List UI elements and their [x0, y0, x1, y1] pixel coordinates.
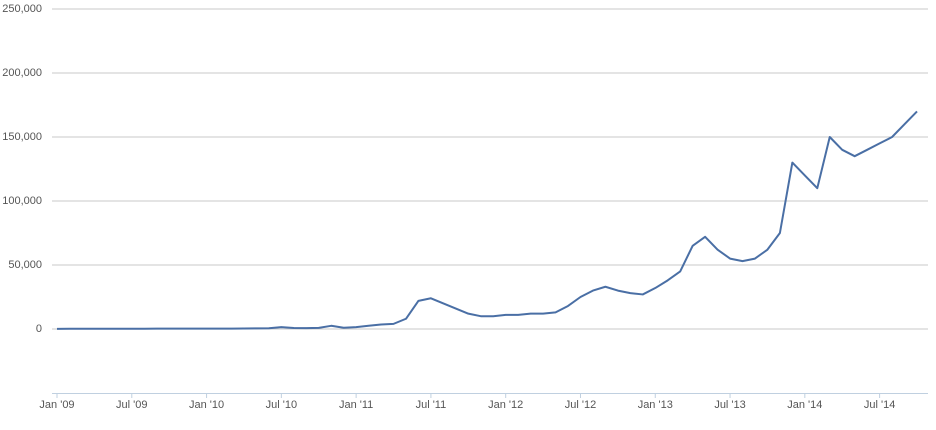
x-tick-label: Jan '12 [488, 399, 523, 411]
x-tick-label: Jan '11 [339, 399, 373, 411]
x-tick-label: Jan '14 [787, 399, 822, 411]
x-tick-label: Jul '10 [266, 399, 297, 411]
data-line [56, 110, 918, 330]
y-tick-label: 150,000 [2, 131, 42, 143]
y-tick-label: 100,000 [2, 195, 42, 207]
x-tick-label: Jul '13 [714, 399, 745, 411]
x-tick-label: Jul '09 [116, 399, 147, 411]
y-tick-label: 250,000 [2, 3, 42, 15]
x-tick-label: Jan '10 [189, 399, 224, 411]
x-tick-label: Jul '14 [864, 399, 895, 411]
x-tick-label: Jul '12 [565, 399, 596, 411]
x-tick-label: Jan '13 [638, 399, 673, 411]
y-tick-label: 0 [36, 323, 42, 335]
x-tick-label: Jan '09 [39, 399, 74, 411]
y-tick-label: 50,000 [8, 259, 42, 271]
y-tick-label: 200,000 [2, 67, 42, 79]
x-tick-label: Jul '11 [416, 399, 447, 411]
